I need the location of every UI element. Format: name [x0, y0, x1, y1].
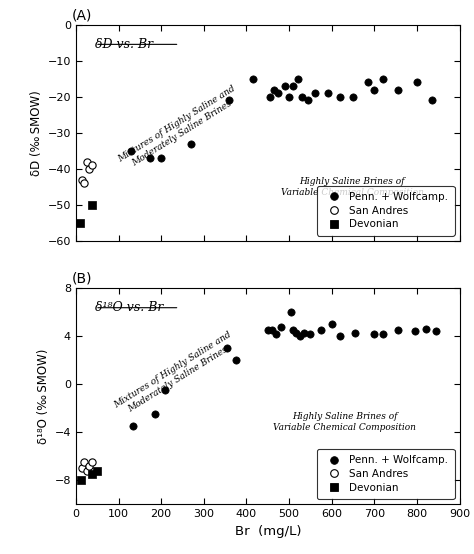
Point	[277, 322, 284, 331]
Point	[86, 461, 93, 470]
Legend: Penn. + Wolfcamp., San Andres, Devonian: Penn. + Wolfcamp., San Andres, Devonian	[317, 449, 455, 499]
Point	[422, 325, 429, 334]
Point	[394, 85, 401, 94]
Point	[88, 470, 96, 479]
Point	[128, 146, 135, 155]
Point	[307, 330, 314, 338]
Point	[351, 328, 359, 337]
Point	[290, 326, 297, 335]
Text: Mixtures of Highly Saline and
Moderately Saline Brines: Mixtures of Highly Saline and Moderately…	[117, 84, 243, 173]
Point	[379, 74, 387, 83]
Text: (B): (B)	[72, 271, 92, 286]
Point	[296, 332, 303, 341]
Point	[81, 458, 88, 466]
Point	[226, 96, 233, 105]
Point	[223, 344, 231, 353]
Point	[413, 78, 421, 87]
Point	[86, 165, 93, 173]
Point	[324, 89, 331, 98]
Point	[287, 308, 295, 317]
Point	[371, 85, 378, 94]
Point	[266, 93, 273, 101]
Point	[292, 328, 300, 337]
Point	[129, 422, 137, 430]
Point	[147, 153, 155, 162]
Point	[232, 356, 239, 365]
Point	[294, 74, 301, 83]
Point	[270, 85, 278, 94]
Point	[82, 466, 90, 475]
Point	[428, 96, 436, 105]
Point	[157, 153, 165, 162]
Point	[337, 332, 344, 341]
Point	[328, 320, 336, 329]
Text: (A): (A)	[72, 8, 92, 22]
Point	[349, 93, 357, 101]
Point	[300, 328, 308, 337]
Point	[162, 386, 169, 394]
Point	[371, 330, 378, 338]
X-axis label: Br  (mg/L): Br (mg/L)	[235, 525, 301, 537]
Point	[290, 81, 297, 90]
Text: δ¹⁸O vs. Br: δ¹⁸O vs. Br	[95, 301, 164, 314]
Point	[317, 326, 325, 335]
Point	[187, 139, 195, 148]
Point	[249, 74, 256, 83]
Point	[77, 476, 85, 485]
Point	[311, 89, 319, 98]
Point	[88, 161, 96, 170]
Point	[88, 458, 96, 466]
Point	[432, 327, 440, 336]
Point	[81, 179, 88, 188]
Legend: Penn. + Wolfcamp., San Andres, Devonian: Penn. + Wolfcamp., San Andres, Devonian	[317, 186, 455, 235]
Point	[304, 96, 312, 105]
Point	[274, 89, 282, 98]
Point	[88, 201, 96, 209]
Point	[394, 326, 401, 335]
Point	[264, 326, 272, 335]
Text: Mixtures of Highly Saline and
Moderately Saline Brines: Mixtures of Highly Saline and Moderately…	[113, 330, 239, 419]
Text: Highly Saline Brines of
Variable Chemical Composition: Highly Saline Brines of Variable Chemica…	[273, 412, 416, 432]
Y-axis label: δ¹⁸O (‰ SMOW): δ¹⁸O (‰ SMOW)	[37, 348, 50, 444]
Point	[273, 330, 280, 338]
Point	[82, 157, 90, 166]
Point	[379, 330, 387, 338]
Text: Highly Saline Brines of
Variable Chemical Composition: Highly Saline Brines of Variable Chemica…	[281, 177, 424, 197]
Point	[151, 410, 158, 419]
Point	[78, 464, 86, 473]
Point	[78, 175, 86, 184]
Point	[298, 93, 306, 101]
Y-axis label: δD (‰ SMOW): δD (‰ SMOW)	[30, 90, 43, 176]
Point	[93, 466, 101, 475]
Text: δD vs. Br: δD vs. Br	[95, 38, 153, 51]
Point	[281, 81, 289, 90]
Point	[411, 327, 419, 336]
Point	[268, 326, 276, 335]
Point	[285, 93, 293, 101]
Point	[76, 218, 84, 227]
Point	[364, 78, 372, 87]
Point	[337, 93, 344, 101]
